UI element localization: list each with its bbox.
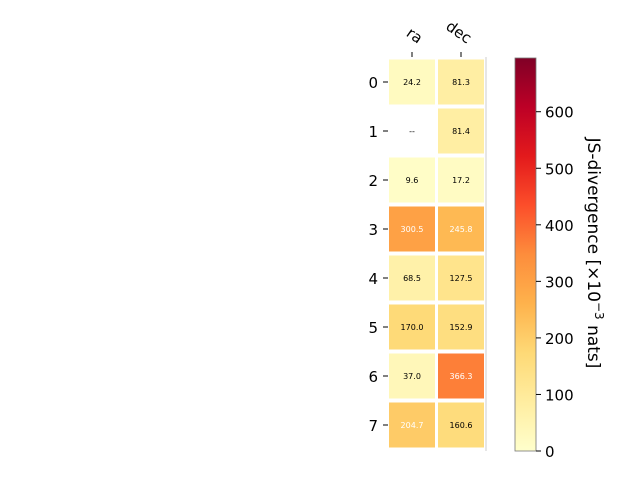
colorbar-tick-label: 300 (545, 273, 574, 291)
heatmap-cell (438, 402, 484, 448)
heatmap-cell (438, 108, 484, 154)
heatmap-cell (389, 255, 435, 301)
heatmap-cell (438, 353, 484, 399)
heatmap-cell (389, 59, 435, 105)
heatmap-cell (438, 206, 484, 252)
colorbar: 0 100 200 300 400 500 600 (514, 57, 574, 461)
colorbar-tick-label: 500 (545, 160, 574, 178)
heatmap-cell (389, 206, 435, 252)
cell-value-label: 81.4 (452, 127, 470, 136)
column-tick-label: ra (403, 24, 426, 48)
colorbar-tick-label: 0 (545, 443, 555, 461)
cell-value-label: 37.0 (403, 372, 421, 381)
cell-value-label: 204.7 (401, 421, 424, 430)
heatmap-cell (389, 353, 435, 399)
cell-value-label: 300.5 (401, 225, 424, 234)
colorbar-tick-label: 100 (545, 386, 574, 404)
heatmap-cell (438, 59, 484, 105)
cell-value-label: 81.3 (452, 78, 470, 87)
colorbar-gradient (514, 57, 537, 452)
row-tick-label: 7 (368, 417, 378, 435)
row-tick-label: 2 (368, 172, 378, 190)
heatmap-cell (438, 157, 484, 203)
row-tick-label: 3 (368, 221, 378, 239)
row-tick-label: 4 (368, 270, 378, 288)
row-tick-label: 6 (368, 368, 378, 386)
row-tick-label: 1 (368, 123, 378, 141)
colorbar-tick-label: 600 (545, 104, 574, 122)
heatmap-cell (389, 402, 435, 448)
heatmap-cell (389, 304, 435, 350)
row-tick-label: 0 (368, 74, 378, 92)
column-tick-label: dec (443, 17, 475, 47)
row-tick-label: 5 (368, 319, 378, 337)
cell-value-label: 366.3 (450, 372, 473, 381)
heatmap-cell (389, 108, 435, 154)
colorbar-label: JS-divergence [×10−3 nats] (583, 137, 606, 369)
heatmap-cell (438, 255, 484, 301)
cell-value-label: 170.0 (401, 323, 424, 332)
cell-value-label: 127.5 (450, 274, 473, 283)
heatmap-cell (389, 157, 435, 203)
cell-value-label: 160.6 (450, 421, 473, 430)
colorbar-tick-label: 200 (545, 330, 574, 348)
heatmap-cells: 24.2 81.3 -- 81.4 9.6 17.2 300.5 245.8 68.5 127.5… (389, 59, 484, 448)
heatmap-cell (438, 304, 484, 350)
cell-value-label: 17.2 (452, 176, 470, 185)
cell-value-label: -- (409, 127, 415, 136)
cell-value-label: 24.2 (403, 78, 421, 87)
cell-value-label: 152.9 (450, 323, 473, 332)
cell-value-label: 68.5 (403, 274, 421, 283)
colorbar-tick-label: 400 (545, 217, 574, 235)
cell-value-label: 9.6 (406, 176, 419, 185)
cell-value-label: 245.8 (450, 225, 473, 234)
